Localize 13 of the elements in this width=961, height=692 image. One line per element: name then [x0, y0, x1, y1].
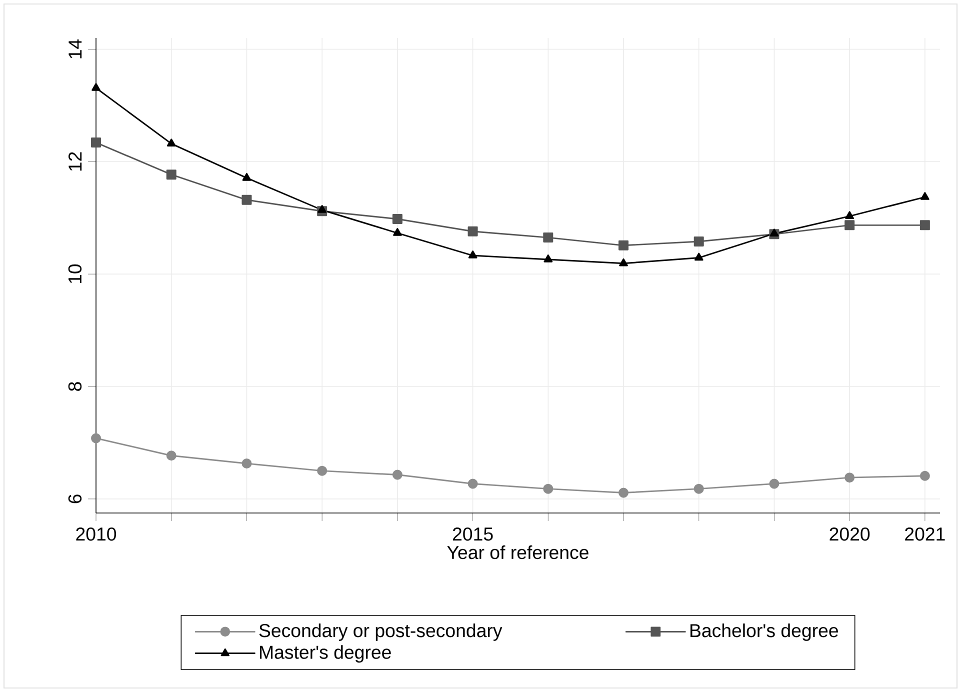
- legend-label: Secondary or post-secondary: [259, 624, 502, 641]
- legend-label: Master's degree: [260, 645, 391, 663]
- x-tick-label: 2010: [76, 527, 116, 541]
- x-axis-title: Year of reference: [447, 545, 588, 560]
- y-tick-label: 8: [68, 382, 82, 391]
- x-tick-label: 2020: [830, 527, 870, 541]
- legend-label: Bachelor's degree: [690, 624, 838, 641]
- y-tick-label: 14: [68, 39, 82, 58]
- y-tick-label: 12: [68, 152, 82, 171]
- x-tick-label: 2021: [905, 527, 945, 541]
- y-tick-label: 10: [68, 264, 82, 284]
- x-tick-label: 2015: [452, 527, 493, 541]
- y-tick-label: 6: [68, 494, 82, 504]
